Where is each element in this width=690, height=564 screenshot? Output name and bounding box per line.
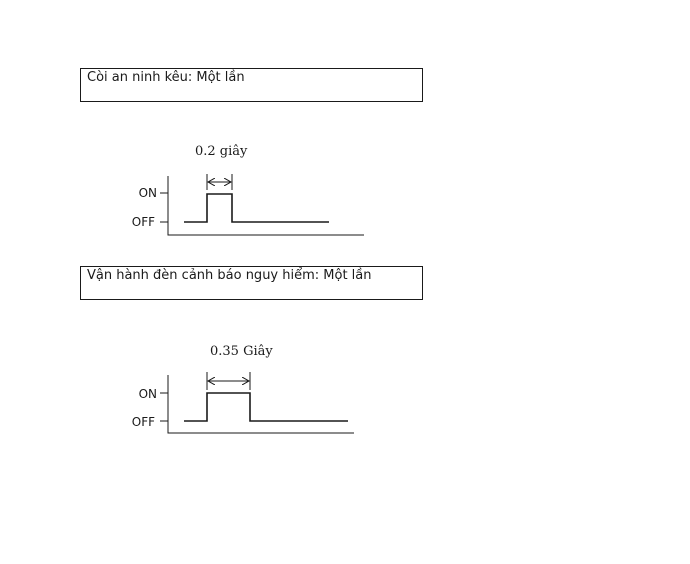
hazard-title: Vận hành đèn cảnh báo nguy hiểm: Một lần: [87, 268, 372, 283]
buzzer-title: Còi an ninh kêu: Một lần: [87, 70, 245, 85]
buzzer-duration-label: 0.2 giây: [195, 144, 248, 159]
hazard-duration-label: 0.35 Giây: [210, 344, 273, 359]
buzzer-pulse-waveform: [184, 193, 329, 223]
hazard-on-label: ON: [139, 387, 157, 401]
hazard-timing-diagram: 0.35 Giây ON OFF: [132, 344, 354, 434]
hazard-pulse-waveform: [184, 392, 348, 422]
buzzer-timing-diagram: 0.2 giây ON OFF: [132, 144, 364, 236]
hazard-off-label: OFF: [132, 415, 155, 429]
hazard-title-box: Vận hành đèn cảnh báo nguy hiểm: Một lần: [80, 266, 423, 300]
hazard-axes: [167, 375, 354, 434]
buzzer-title-box: Còi an ninh kêu: Một lần: [80, 68, 423, 102]
buzzer-off-label: OFF: [132, 215, 155, 229]
buzzer-on-label: ON: [139, 186, 157, 200]
buzzer-axes: [167, 176, 364, 236]
